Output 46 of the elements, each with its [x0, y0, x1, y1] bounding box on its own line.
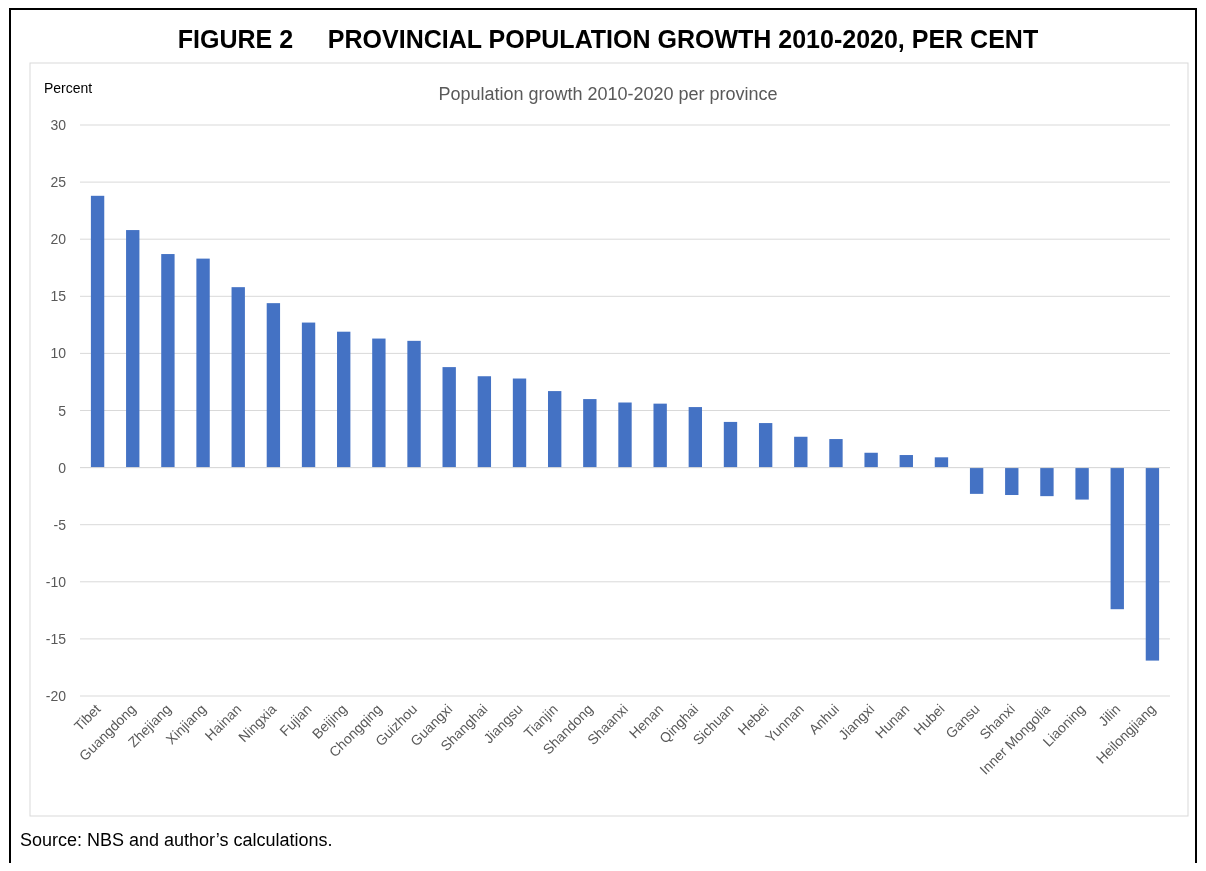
bar — [899, 455, 913, 468]
bar — [126, 230, 140, 468]
y-tick-label: 20 — [50, 231, 67, 248]
chart-subtitle: Population growth 2010-2020 per province — [438, 84, 778, 104]
y-tick-label: -20 — [45, 688, 67, 704]
bar — [161, 254, 175, 468]
bar — [969, 467, 984, 494]
bar — [231, 287, 245, 468]
bar — [618, 402, 632, 468]
bar — [337, 331, 351, 468]
chart-title: FIGURE 2 PROVINCIAL POPULATION GROWTH 2010-2020, PER CENT — [177, 25, 1039, 53]
y-tick-label: 5 — [58, 402, 67, 419]
bar — [1040, 467, 1054, 497]
bar — [442, 367, 456, 468]
bar — [723, 421, 738, 468]
bar — [934, 457, 949, 468]
bar — [477, 376, 492, 468]
bar — [653, 403, 667, 468]
bar — [512, 378, 527, 468]
y-tick-label: 15 — [50, 288, 67, 305]
bar — [829, 439, 843, 468]
y-tick-label: -10 — [45, 573, 67, 590]
bar — [583, 399, 597, 468]
bar — [864, 452, 878, 468]
y-tick-label: 25 — [50, 174, 67, 191]
bar — [758, 423, 773, 468]
bar — [794, 436, 808, 468]
y-tick-label: -15 — [45, 630, 67, 647]
bar — [196, 258, 210, 468]
bar — [1005, 467, 1019, 496]
bar — [301, 322, 316, 468]
y-tick-label: 10 — [50, 345, 67, 362]
y-axis-title: Percent — [44, 80, 93, 96]
bar — [407, 340, 421, 468]
bar — [266, 303, 281, 468]
source-note: Source: NBS and author’s calculations. — [20, 830, 333, 850]
bar — [688, 407, 702, 468]
y-tick-label: -5 — [53, 516, 67, 533]
bar — [548, 391, 562, 468]
y-tick-label: 0 — [58, 459, 67, 476]
y-tick-label: 30 — [50, 117, 67, 133]
bar — [1110, 467, 1124, 610]
bar — [1075, 467, 1089, 500]
bar — [90, 195, 105, 468]
bar — [1145, 467, 1160, 661]
bar — [372, 338, 386, 468]
